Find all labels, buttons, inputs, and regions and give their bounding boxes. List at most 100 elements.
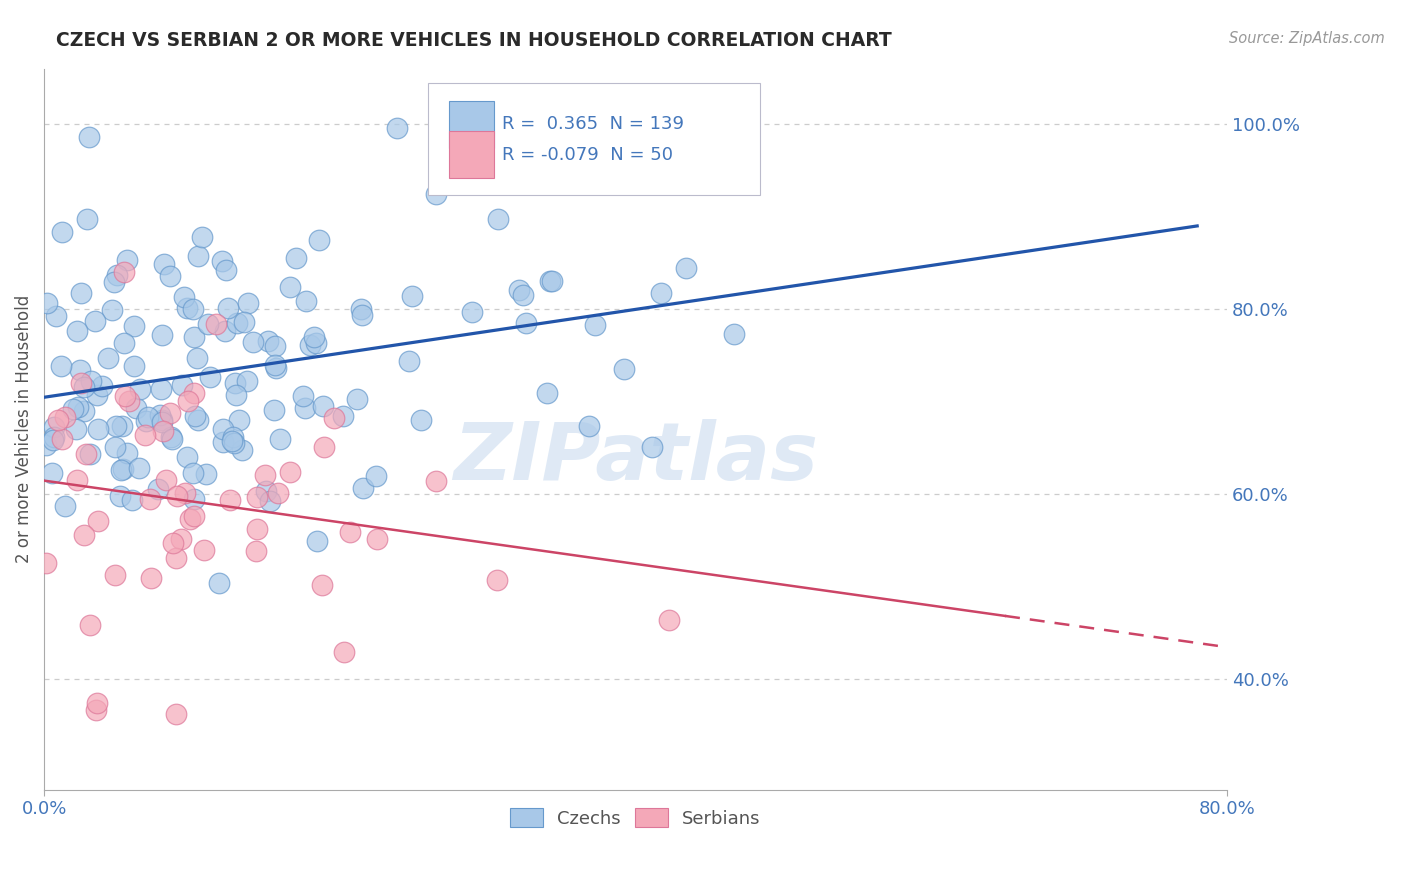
Point (200, 369, 222, 384)
Text: Source: ZipAtlas.com: Source: ZipAtlas.com (1229, 31, 1385, 46)
Point (583, 318, 606, 332)
Point (194, 467, 217, 482)
Point (70, 286, 93, 301)
Point (159, 406, 181, 420)
Point (65, 421, 87, 435)
Point (86, 696, 108, 710)
Point (104, 567, 127, 582)
Point (366, 532, 388, 546)
Point (266, 485, 288, 500)
Point (515, 316, 537, 330)
Point (111, 418, 134, 433)
Point (42, 433, 65, 447)
Point (263, 338, 285, 352)
Point (323, 410, 346, 425)
Point (312, 440, 335, 454)
Point (222, 436, 245, 450)
Point (51, 225, 73, 239)
Point (76, 211, 98, 226)
Point (204, 317, 226, 331)
Point (112, 336, 135, 351)
Text: R =  0.365  N = 139: R = 0.365 N = 139 (502, 115, 683, 134)
Point (278, 465, 301, 479)
Point (75, 447, 97, 461)
Point (134, 427, 156, 442)
Point (211, 253, 233, 268)
Point (284, 252, 307, 266)
Point (91, 379, 114, 393)
Point (193, 542, 215, 557)
Point (183, 301, 205, 316)
Point (246, 491, 269, 505)
Point (69, 376, 91, 391)
Point (299, 338, 322, 352)
Point (45, 310, 67, 324)
Point (114, 389, 136, 403)
FancyBboxPatch shape (449, 101, 494, 148)
Point (222, 430, 245, 444)
Point (138, 491, 160, 506)
Point (486, 211, 509, 226)
Point (103, 275, 125, 289)
Point (350, 301, 373, 316)
Point (183, 386, 205, 401)
Point (333, 645, 356, 659)
Point (561, 104, 583, 119)
Point (173, 289, 195, 303)
Point (425, 474, 447, 488)
Point (183, 492, 205, 507)
Point (110, 489, 132, 503)
Point (53, 410, 76, 425)
Point (311, 578, 333, 592)
Point (269, 432, 291, 446)
Point (104, 440, 127, 454)
Point (79, 447, 101, 461)
Point (467, 177, 489, 191)
Point (190, 229, 212, 244)
Point (79, 618, 101, 632)
Point (122, 359, 145, 374)
Point (135, 413, 157, 427)
Text: R = -0.079  N = 50: R = -0.079 N = 50 (502, 145, 673, 164)
Point (183, 509, 205, 524)
Point (312, 399, 335, 413)
Point (352, 481, 374, 495)
Point (118, 394, 141, 409)
Point (149, 383, 172, 397)
Point (302, 330, 325, 344)
Point (294, 293, 316, 308)
Point (291, 389, 314, 403)
Point (160, 429, 183, 443)
Point (162, 535, 184, 549)
Point (177, 394, 200, 409)
Point (218, 493, 240, 508)
Legend: Czechs, Serbians: Czechs, Serbians (503, 801, 768, 835)
Point (73, 404, 96, 418)
Point (187, 412, 209, 426)
Point (128, 460, 150, 475)
Point (73, 528, 96, 542)
Point (136, 410, 159, 425)
Point (155, 473, 177, 487)
Point (723, 326, 745, 341)
Point (242, 335, 264, 350)
Point (641, 440, 664, 454)
Point (232, 315, 254, 329)
Point (159, 269, 181, 284)
Point (170, 378, 193, 392)
Point (114, 265, 136, 279)
Point (264, 361, 287, 376)
FancyBboxPatch shape (449, 131, 494, 178)
Point (538, 274, 561, 288)
Point (152, 424, 174, 438)
Point (122, 319, 145, 334)
Point (385, 121, 408, 136)
Point (104, 419, 127, 434)
Point (231, 443, 253, 458)
Point (79, 374, 101, 388)
Point (197, 318, 219, 332)
Point (150, 415, 173, 429)
Point (254, 484, 277, 499)
Point (578, 418, 600, 433)
Point (259, 493, 281, 508)
